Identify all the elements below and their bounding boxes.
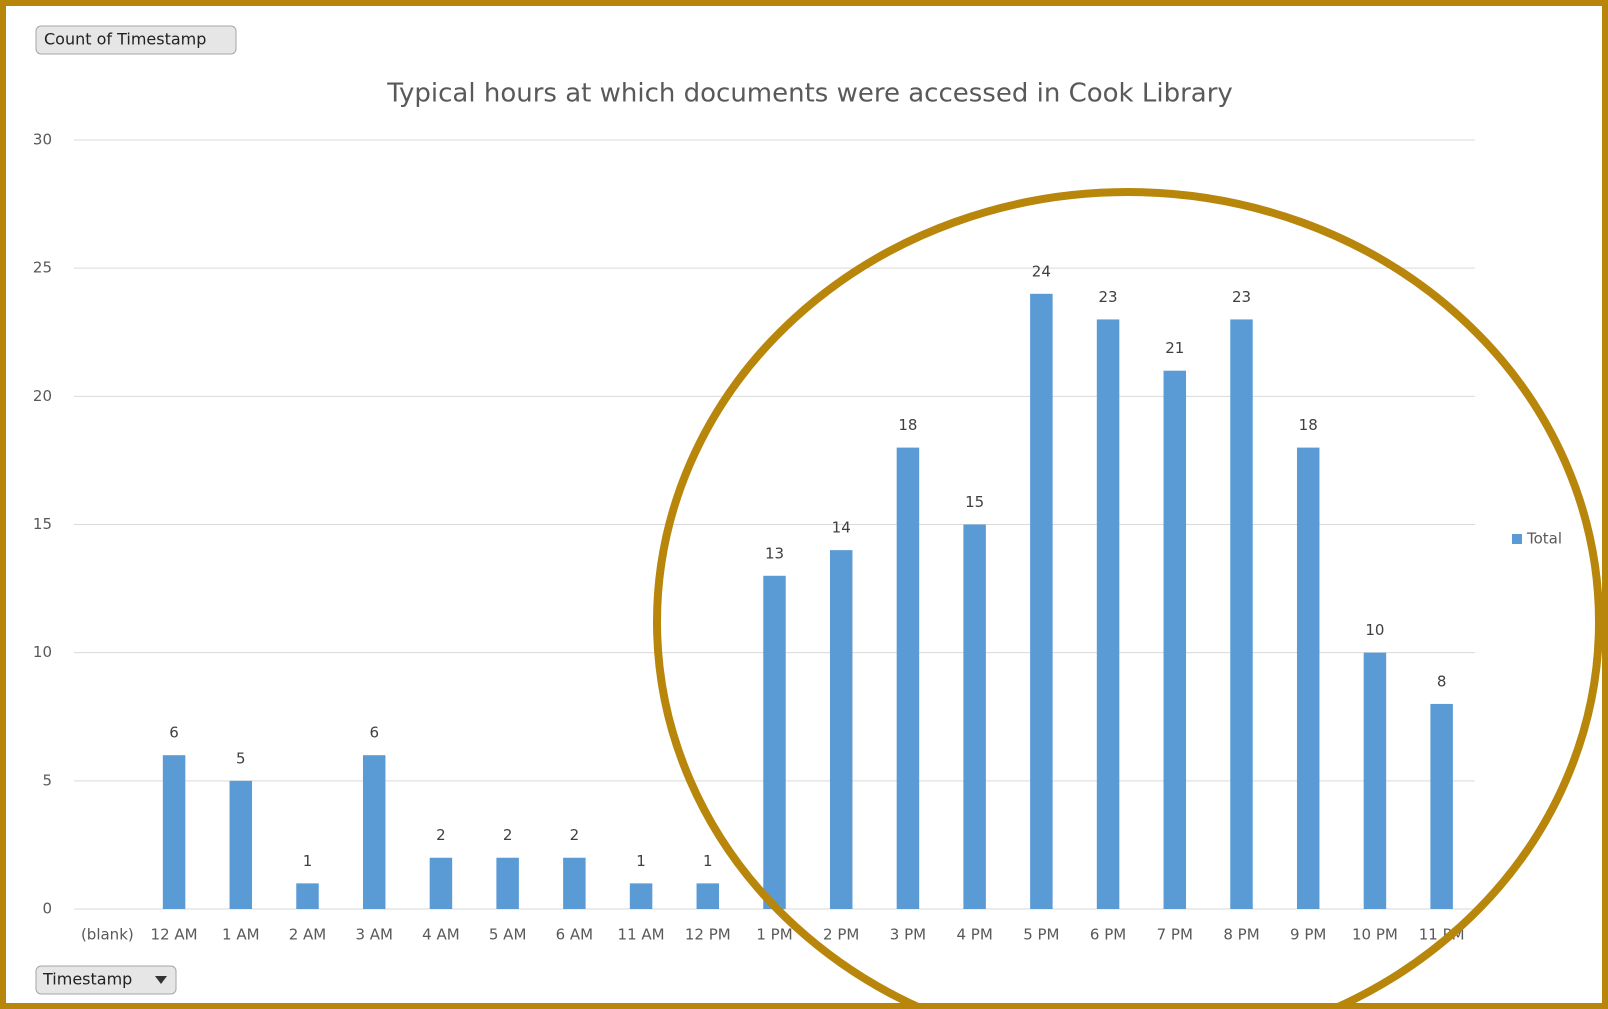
bar [963, 524, 986, 909]
data-label: 2 [436, 826, 446, 844]
bar [296, 883, 319, 909]
data-label: 5 [236, 749, 246, 767]
data-label: 15 [965, 493, 984, 511]
bar [563, 857, 586, 909]
data-label: 1 [636, 852, 646, 870]
data-label: 23 [1099, 288, 1118, 306]
x-tick-label: 12 PM [685, 926, 731, 944]
data-label: 2 [570, 826, 580, 844]
bar [1296, 447, 1320, 909]
x-tick-label: (blank) [81, 926, 134, 944]
y-tick-label: 5 [42, 771, 52, 789]
data-label: 18 [898, 416, 917, 434]
bar [1163, 370, 1187, 909]
bar [1030, 293, 1053, 909]
data-label: 2 [503, 826, 513, 844]
bar [162, 755, 186, 909]
legend-swatch [1512, 534, 1522, 544]
legend-label: Total [1526, 530, 1562, 548]
y-tick-label: 0 [42, 900, 52, 918]
x-tick-label: 1 PM [756, 926, 792, 944]
x-tick-label: 4 AM [422, 926, 460, 944]
y-tick-label: 30 [33, 131, 52, 149]
x-tick-label: 6 PM [1090, 926, 1126, 944]
button-bg [35, 965, 177, 995]
dropdown-arrow[interactable] [155, 976, 167, 984]
x-tick-label: 2 PM [823, 926, 859, 944]
bar [829, 550, 853, 909]
data-label: 24 [1032, 262, 1051, 280]
y-tick-label: 25 [33, 259, 52, 277]
x-tick-label: 10 PM [1352, 926, 1398, 944]
bar [1230, 319, 1253, 909]
axis-field-button[interactable]: Timestamp [35, 965, 177, 995]
x-tick-label: 9 PM [1290, 926, 1326, 944]
bar [1096, 319, 1120, 909]
highlight-circle [653, 188, 1603, 1009]
bar [896, 447, 920, 909]
x-tick-label: 6 AM [556, 926, 594, 944]
x-tick-label: 7 PM [1157, 926, 1193, 944]
chart-title: Typical hours at which documents were ac… [386, 79, 1233, 109]
data-label: 1 [303, 852, 313, 870]
button-bg [35, 25, 237, 55]
x-tick-label: 8 PM [1223, 926, 1259, 944]
data-label: 10 [1365, 621, 1384, 639]
y-tick-label: 15 [33, 515, 52, 533]
y-tick-label: 20 [33, 387, 52, 405]
data-label: 23 [1232, 288, 1251, 306]
bar [696, 883, 720, 909]
data-label: 1 [703, 852, 713, 870]
data-label: 14 [832, 519, 851, 537]
data-label: 21 [1165, 339, 1184, 357]
bar [229, 780, 253, 909]
data-label: 6 [169, 724, 179, 742]
bar [362, 755, 386, 909]
x-tick-label: 4 PM [956, 926, 992, 944]
x-tick-label: 1 AM [222, 926, 260, 944]
value-field-button[interactable]: Count of Timestamp [35, 25, 237, 55]
data-label: 13 [765, 544, 784, 562]
bar [1430, 703, 1453, 909]
button-label[interactable]: Timestamp [42, 970, 132, 989]
data-label: 8 [1437, 672, 1447, 690]
bar [496, 857, 519, 909]
data-label: 6 [369, 724, 379, 742]
x-tick-label: 3 PM [890, 926, 926, 944]
y-tick-label: 10 [33, 643, 52, 661]
bar [429, 857, 453, 909]
x-tick-label: 5 AM [489, 926, 527, 944]
bar [1363, 652, 1387, 909]
button-label[interactable]: Count of Timestamp [44, 30, 206, 49]
data-label: 18 [1299, 416, 1318, 434]
x-tick-label: 11 AM [618, 926, 665, 944]
x-tick-label: 5 PM [1023, 926, 1059, 944]
x-tick-label: 2 AM [289, 926, 327, 944]
x-tick-label: 12 AM [151, 926, 198, 944]
bar [763, 575, 786, 909]
bar [629, 883, 653, 909]
x-tick-label: 3 AM [355, 926, 393, 944]
